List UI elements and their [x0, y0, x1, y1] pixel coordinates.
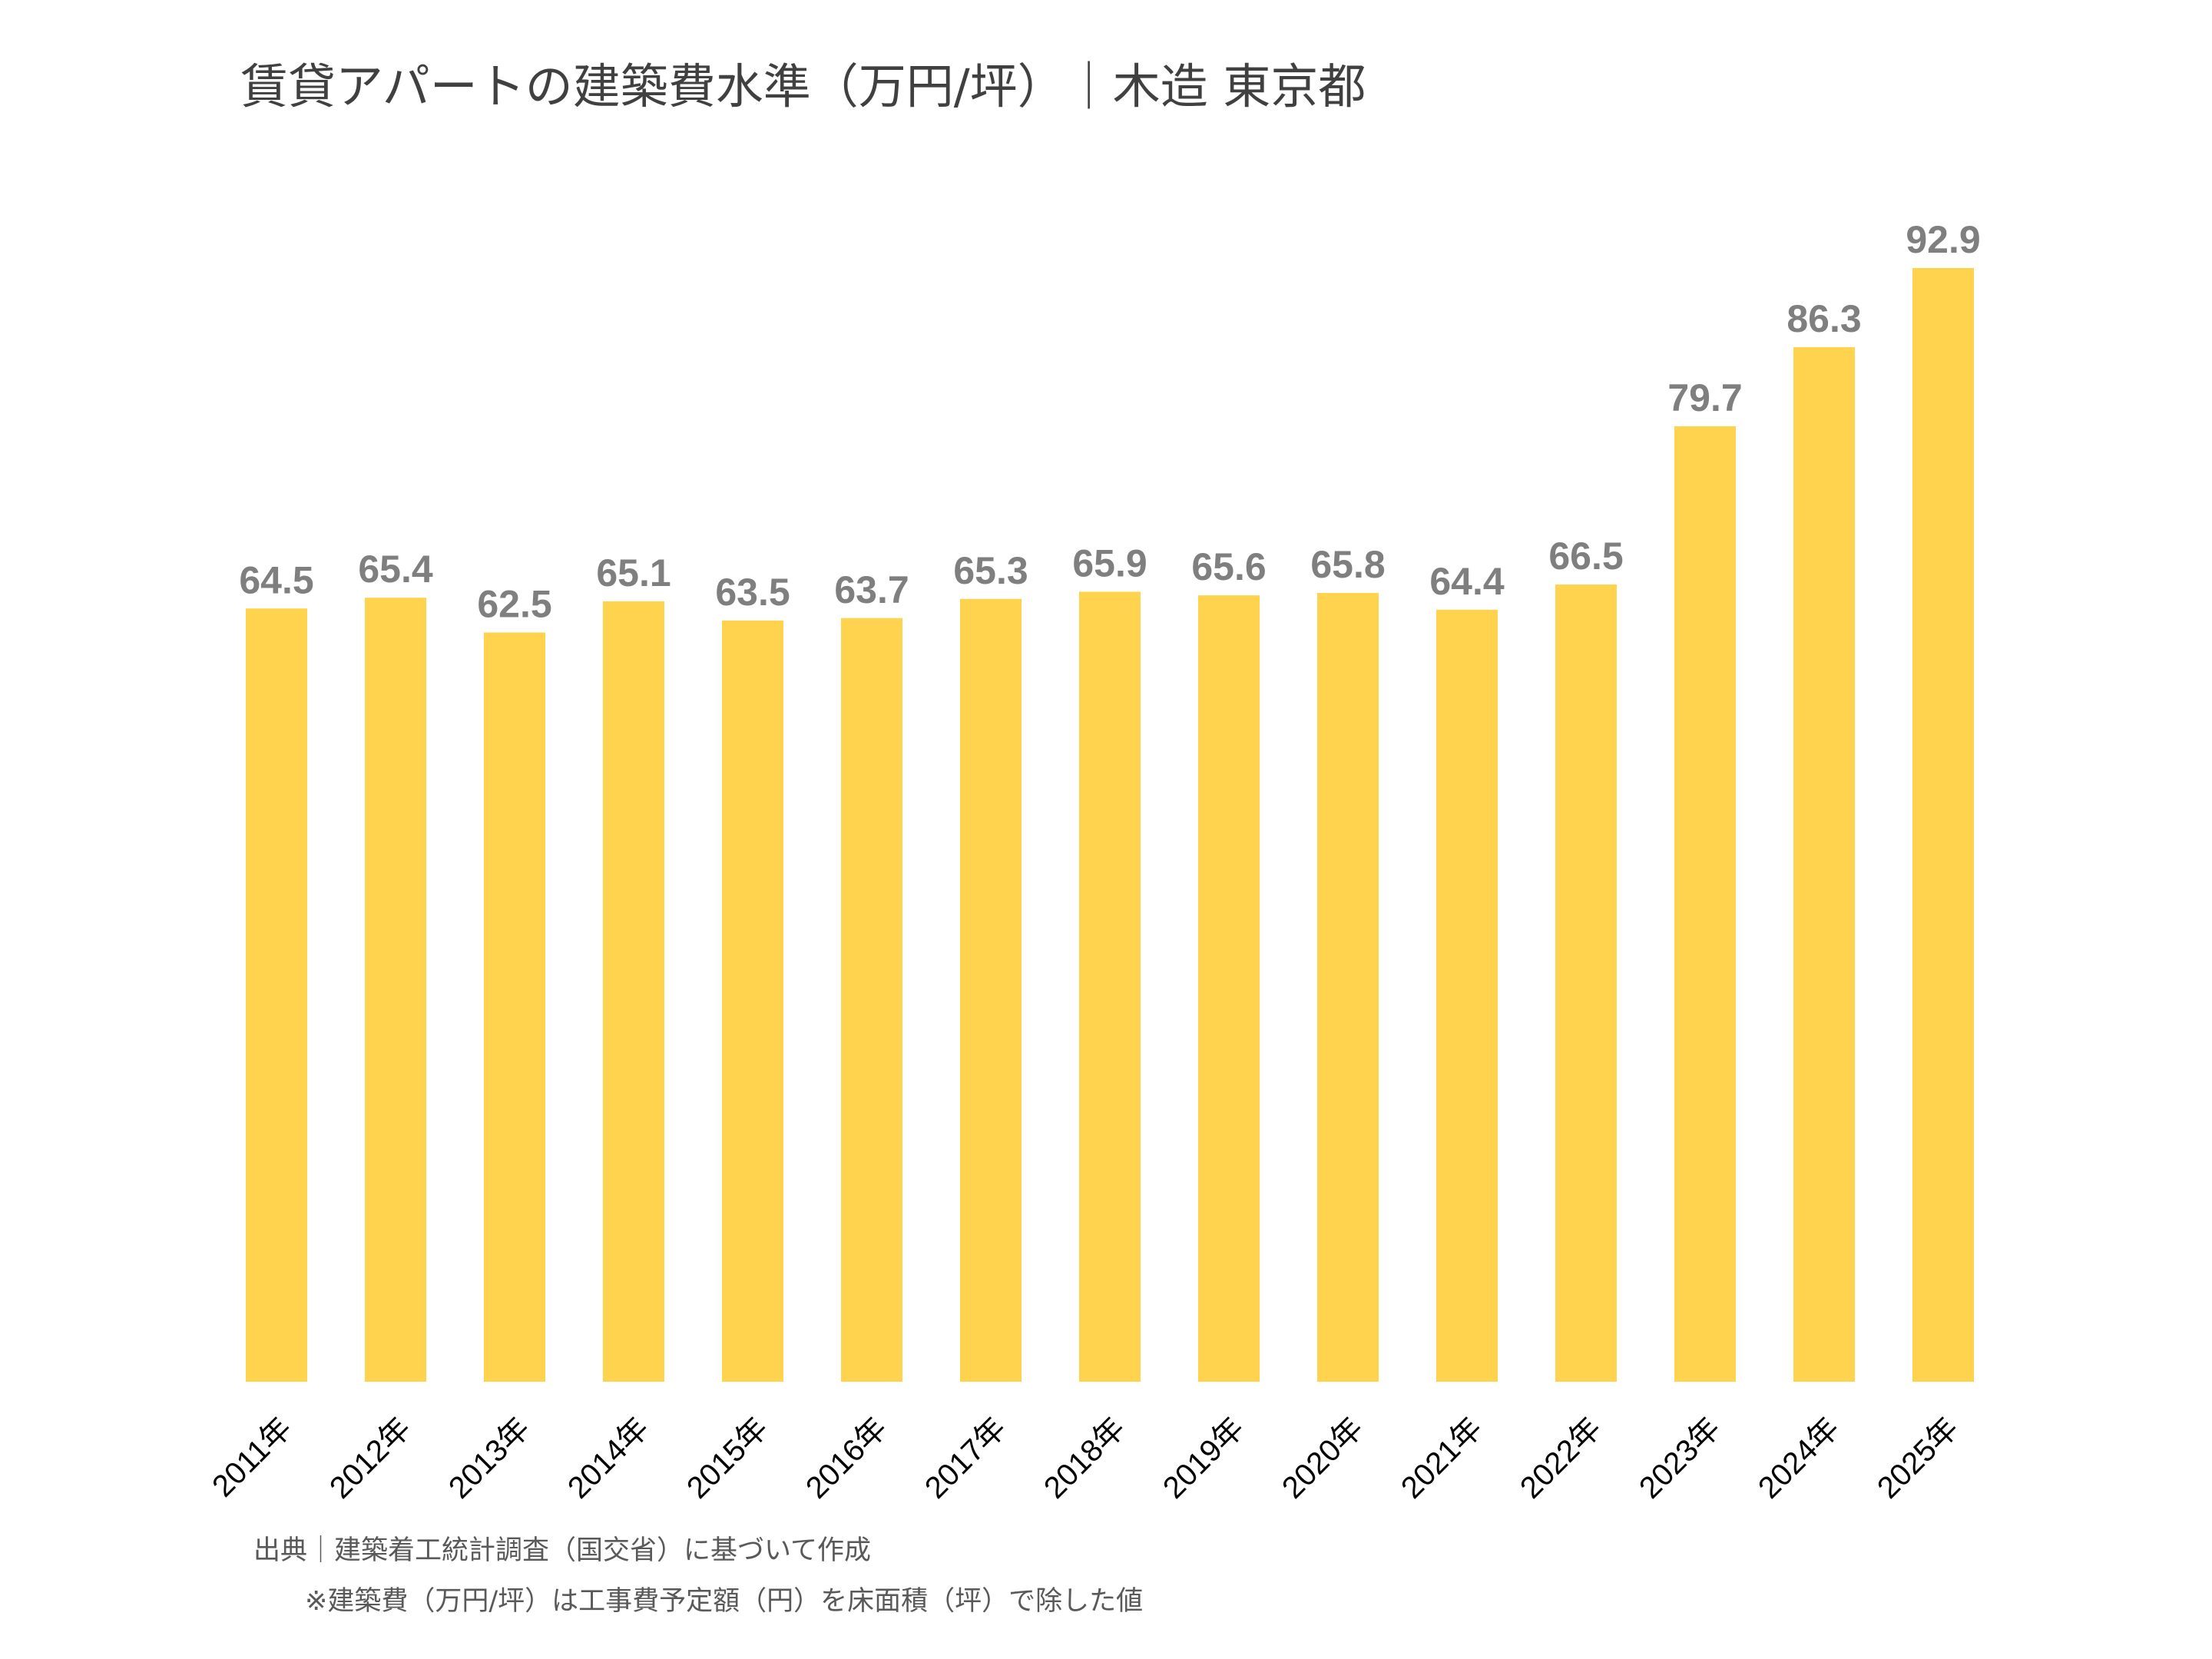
bar-2019年: [1198, 595, 1260, 1382]
bar-2021年: [1436, 609, 1498, 1382]
x-tick-label: 2019年: [1157, 1411, 1250, 1505]
bar-2022年: [1555, 584, 1617, 1382]
footnote: ※建築費（万円/坪）は工事費予定額（円）を床面積（坪）で除した値: [305, 1586, 1144, 1617]
data-label: 65.9: [1072, 541, 1147, 584]
x-tick-label: 2020年: [1276, 1411, 1369, 1505]
data-label: 66.5: [1548, 535, 1623, 578]
x-tick-label: 2015年: [680, 1411, 774, 1505]
data-label: 65.1: [596, 551, 671, 594]
x-tick-label: 2025年: [1871, 1411, 1965, 1505]
x-tick-label: 2016年: [800, 1411, 893, 1505]
bar-2018年: [1079, 591, 1141, 1382]
x-tick-label: 2021年: [1395, 1411, 1488, 1505]
data-label: 79.7: [1667, 376, 1742, 419]
source-note: 出典｜建築着工統計調査（国交省）に基づいて作成: [253, 1535, 871, 1566]
data-label: 63.5: [715, 571, 790, 614]
data-label: 86.3: [1786, 297, 1861, 340]
data-label: 62.5: [477, 582, 551, 625]
data-label: 65.6: [1191, 545, 1266, 588]
bar-2015年: [722, 620, 783, 1382]
x-tick-label: 2024年: [1752, 1411, 1846, 1505]
bar-2016年: [841, 618, 902, 1382]
x-tick-label: 2017年: [919, 1411, 1012, 1505]
x-tick-label: 2014年: [561, 1411, 655, 1505]
x-tick-label: 2013年: [442, 1411, 536, 1505]
bar-2011年: [246, 608, 307, 1382]
x-tick-label: 2018年: [1038, 1411, 1131, 1505]
x-tick-label: 2011年: [206, 1411, 298, 1503]
bar-2024年: [1793, 347, 1855, 1382]
bar-2020年: [1317, 592, 1379, 1382]
bar-2013年: [484, 632, 545, 1382]
chart-title: 賃貸アパートの建築費水準（万円/坪）｜木造 東京都: [240, 58, 1366, 114]
bar-2017年: [960, 598, 1022, 1382]
x-tick-label: 2012年: [323, 1411, 417, 1505]
bar-2025年: [1912, 268, 1974, 1382]
bar-2014年: [603, 601, 664, 1382]
bar-2012年: [365, 598, 426, 1382]
data-label: 65.4: [358, 548, 433, 591]
data-label: 64.5: [239, 558, 313, 601]
data-label: 92.9: [1906, 218, 1980, 261]
data-label: 65.3: [953, 549, 1028, 592]
x-tick-label: 2023年: [1633, 1411, 1727, 1505]
bar-2023年: [1674, 426, 1736, 1382]
data-label: 64.4: [1429, 560, 1505, 603]
data-label: 65.8: [1310, 543, 1385, 586]
data-label: 63.7: [834, 568, 909, 611]
x-tick-label: 2022年: [1514, 1411, 1608, 1505]
